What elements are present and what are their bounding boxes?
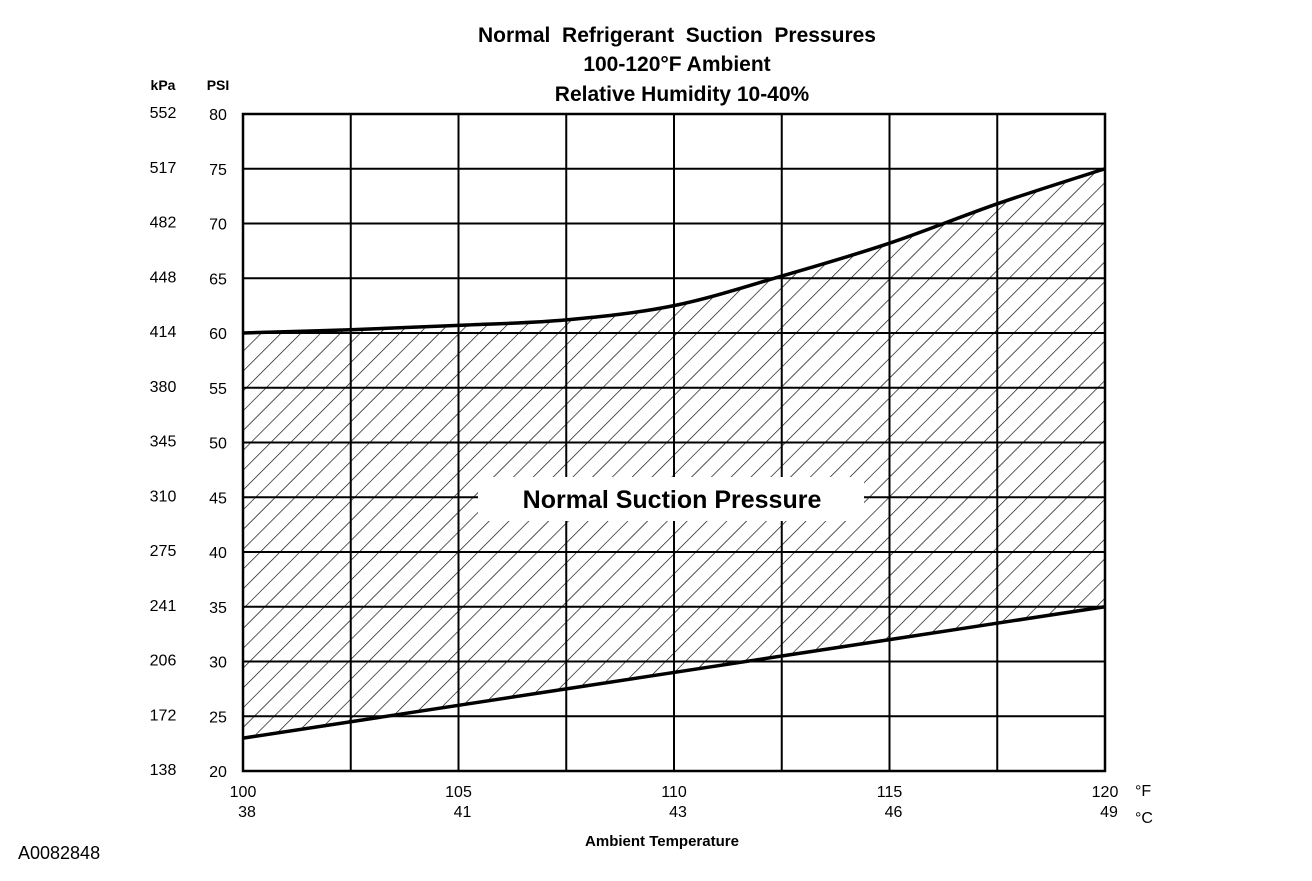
y-tick-label-kpa: 482 bbox=[150, 215, 177, 232]
x-tick-label-c: 46 bbox=[885, 804, 903, 821]
y-tick-label-psi: 70 bbox=[209, 217, 227, 234]
y-tick-label-psi: 20 bbox=[209, 764, 227, 781]
x-axis-label: Ambient Temperature bbox=[585, 833, 739, 850]
y-tick-label-kpa: 275 bbox=[150, 543, 177, 560]
y-tick-label-kpa: 380 bbox=[150, 379, 177, 396]
y-tick-label-psi: 80 bbox=[209, 107, 227, 124]
y-tick-label-psi: 30 bbox=[209, 655, 227, 672]
x-tick-label-c: 49 bbox=[1100, 804, 1118, 821]
y-tick-label-psi: 50 bbox=[209, 436, 227, 453]
y-tick-label-psi: 25 bbox=[209, 709, 227, 726]
reference-id: A0082848 bbox=[18, 843, 100, 863]
band-label: Normal Suction Pressure bbox=[523, 486, 822, 514]
curve-layer bbox=[242, 167, 1106, 740]
y-tick-label-kpa: 414 bbox=[150, 324, 177, 341]
x-tick-labels: 100 38 105 41 110 43 115 46 120 49 bbox=[230, 784, 1119, 821]
x-tick-label-c: 38 bbox=[238, 804, 256, 821]
x-tick-label-c: 43 bbox=[669, 804, 687, 821]
y-tick-label-kpa: 345 bbox=[150, 434, 177, 451]
y-unit-primary: PSI bbox=[207, 77, 230, 93]
x-tick-label-f: 115 bbox=[877, 784, 903, 801]
chart-title-line: Normal Refrigerant Suction Pressures bbox=[478, 24, 876, 47]
y-tick-label-psi: 60 bbox=[209, 326, 227, 343]
y-tick-label-kpa: 448 bbox=[150, 269, 177, 286]
x-unit-secondary: °C bbox=[1135, 810, 1153, 827]
y-tick-label-kpa: 206 bbox=[150, 653, 177, 670]
y-tick-label-kpa: 310 bbox=[150, 488, 177, 505]
chart-title: Normal Refrigerant Suction Pressures 100… bbox=[478, 24, 876, 106]
y-tick-label-psi: 65 bbox=[209, 271, 227, 288]
y-tick-label-kpa: 517 bbox=[150, 160, 177, 177]
y-tick-label-psi: 35 bbox=[209, 600, 227, 617]
y-tick-label-kpa: 241 bbox=[150, 598, 177, 615]
x-tick-label-f: 120 bbox=[1092, 784, 1119, 801]
x-tick-label-c: 41 bbox=[454, 804, 472, 821]
plot-frame bbox=[241, 112, 1107, 773]
chart-title-line: Relative Humidity 10-40% bbox=[555, 83, 810, 106]
series-line-upper bbox=[242, 167, 1106, 335]
series-line-lower bbox=[242, 605, 1106, 740]
chart-title-line: 100-120°F Ambient bbox=[583, 53, 770, 76]
y-unit-secondary: kPa bbox=[151, 77, 176, 93]
y-tick-label-kpa: 552 bbox=[150, 105, 177, 122]
y-tick-label-psi: 55 bbox=[209, 381, 227, 398]
band-label-group: Normal Suction Pressure bbox=[478, 477, 864, 521]
y-tick-label-psi: 45 bbox=[209, 490, 227, 507]
x-unit-primary: °F bbox=[1135, 783, 1151, 800]
x-tick-label-f: 105 bbox=[445, 784, 472, 801]
y-tick-label-kpa: 138 bbox=[150, 762, 177, 779]
y-tick-label-psi: 75 bbox=[209, 162, 227, 179]
y-tick-label-psi: 40 bbox=[209, 545, 227, 562]
band-label-background bbox=[478, 477, 864, 521]
x-tick-label-f: 100 bbox=[230, 784, 257, 801]
x-tick-label-f: 110 bbox=[661, 784, 687, 801]
y-tick-label-kpa: 172 bbox=[150, 707, 177, 724]
y-tick-labels: 20 138 25 172 30 206 35 241 40 275 45 310 50 345 55 380… bbox=[150, 105, 227, 781]
